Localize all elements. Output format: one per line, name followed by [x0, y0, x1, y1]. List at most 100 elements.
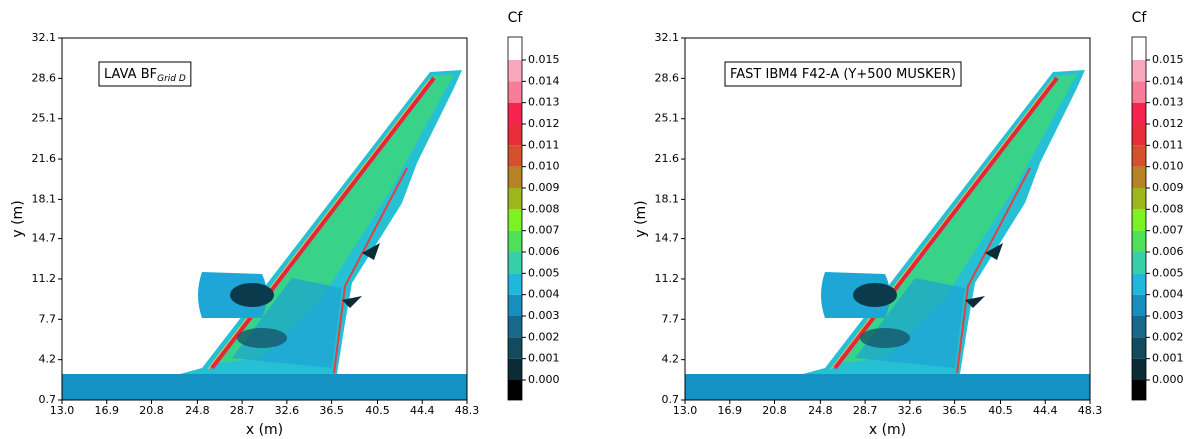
- colorbar-tick-label: 0.010: [1152, 160, 1184, 173]
- x-tick-label: 44.4: [410, 404, 435, 417]
- colorbar-band: [508, 358, 522, 380]
- colorbar-tick-label: 0.002: [1152, 330, 1184, 343]
- colorbar-tick-label: 0.003: [1152, 309, 1184, 322]
- colorbar-tick-label: 0.005: [528, 266, 560, 279]
- y-tick-label: 25.1: [655, 112, 680, 125]
- annotation-text: FAST IBM4 F42-A (Y+500 MUSKER): [730, 67, 956, 82]
- x-tick-label: 40.5: [988, 404, 1013, 417]
- colorbar-tick-label: 0.015: [528, 53, 560, 66]
- colorbar-tick-label: 0.009: [1152, 181, 1184, 194]
- x-tick-label: 20.8: [762, 404, 787, 417]
- colorbar-tick-label: 0.008: [528, 202, 560, 215]
- y-tick-label: 32.1: [655, 31, 680, 44]
- y-tick-label: 14.7: [32, 232, 57, 245]
- colorbar-tick-label: 0.000: [1152, 373, 1184, 386]
- x-tick-label: 24.8: [808, 404, 833, 417]
- y-tick-label: 18.1: [32, 192, 57, 205]
- colorbar-band: [1132, 358, 1146, 380]
- colorbar-tick-label: 0.006: [1152, 245, 1184, 258]
- colorbar-band: [508, 81, 522, 103]
- colorbar-band: [508, 37, 522, 60]
- x-tick-label: 32.6: [898, 404, 923, 417]
- colorbar-tick-label: 0.014: [1152, 74, 1184, 87]
- colorbar-band: [508, 380, 522, 400]
- colorbar-band: [508, 209, 522, 231]
- colorbar-tick-label: 0.007: [1152, 224, 1184, 237]
- x-axis-label: x (m): [869, 422, 906, 438]
- colorbar-band: [1132, 273, 1146, 295]
- colorbar-tick-label: 0.002: [528, 330, 560, 343]
- y-tick-label: 4.2: [662, 353, 680, 366]
- x-tick-label: 13.0: [50, 404, 75, 417]
- colorbar-band: [1132, 230, 1146, 252]
- colorbar-band: [508, 188, 522, 210]
- colorbar-tick-label: 0.004: [1152, 288, 1184, 301]
- colorbar-band: [1132, 380, 1146, 400]
- colorbar-band: [508, 337, 522, 359]
- colorbar-band: [508, 124, 522, 146]
- colorbar-band: [1132, 337, 1146, 359]
- colorbar-band: [1132, 60, 1146, 82]
- colorbar-band: [508, 294, 522, 316]
- colorbar-band: [508, 252, 522, 274]
- plot-frame: [61, 37, 468, 401]
- y-tick-label: 7.7: [39, 312, 57, 325]
- x-tick-label: 24.8: [185, 404, 210, 417]
- plot-frame: [684, 37, 1091, 401]
- x-tick-label: 48.3: [455, 404, 480, 417]
- y-tick-label: 7.7: [662, 312, 680, 325]
- x-tick-label: 28.7: [853, 404, 878, 417]
- colorbar-band: [508, 166, 522, 188]
- colorbar-tick-label: 0.003: [528, 309, 560, 322]
- colorbar-band: [1132, 124, 1146, 146]
- colorbar-band: [508, 230, 522, 252]
- colorbar-band: [1132, 145, 1146, 167]
- colorbar-tick-label: 0.009: [528, 181, 560, 194]
- colorbar-tick-label: 0.014: [528, 74, 560, 87]
- colorbar-tick-label: 0.005: [1152, 266, 1184, 279]
- colorbar-tick-label: 0.001: [528, 352, 560, 365]
- annotation-box: [724, 61, 962, 87]
- colorbar-tick-label: 0.004: [528, 288, 560, 301]
- colorbar-band: [1132, 102, 1146, 124]
- colorbar-band: [1132, 294, 1146, 316]
- y-tick-label: 21.6: [655, 152, 680, 165]
- x-tick-label: 32.6: [275, 404, 300, 417]
- x-tick-label: 36.5: [319, 404, 344, 417]
- annotation: LAVA BFGrid D: [104, 67, 186, 84]
- y-tick-label: 32.1: [32, 31, 57, 44]
- colorbar-tick-label: 0.011: [1152, 138, 1184, 151]
- colorbar-band: [1132, 81, 1146, 103]
- colorbar-band: [1132, 209, 1146, 231]
- y-tick-label: 18.1: [655, 192, 680, 205]
- colorbar-tick-label: 0.000: [528, 373, 560, 386]
- x-tick-label: 48.3: [1078, 404, 1103, 417]
- colorbar-tick-label: 0.015: [1152, 53, 1184, 66]
- y-tick-label: 28.6: [32, 71, 57, 84]
- colorbar-title: Cf: [508, 10, 524, 26]
- y-tick-label: 11.2: [655, 272, 680, 285]
- colorbar-band: [508, 316, 522, 338]
- y-tick-label: 0.7: [39, 393, 57, 406]
- colorbar-band: [508, 60, 522, 82]
- colorbar-band: [1132, 188, 1146, 210]
- colorbar-tick-label: 0.001: [1152, 352, 1184, 365]
- colorbar-tick-label: 0.013: [1152, 96, 1184, 109]
- y-tick-label: 11.2: [32, 272, 57, 285]
- colorbar-tick-label: 0.012: [1152, 117, 1184, 130]
- x-tick-label: 40.5: [365, 404, 390, 417]
- colorbar-band: [1132, 166, 1146, 188]
- colorbar-tick-label: 0.010: [528, 160, 560, 173]
- x-tick-label: 20.8: [139, 404, 164, 417]
- y-tick-label: 4.2: [39, 353, 57, 366]
- colorbar-frame: [1131, 36, 1147, 401]
- colorbar-tick-label: 0.007: [528, 224, 560, 237]
- colorbar-tick-label: 0.008: [1152, 202, 1184, 215]
- colorbar-band: [1132, 316, 1146, 338]
- colorbar-tick-label: 0.006: [528, 245, 560, 258]
- y-tick-label: 21.6: [32, 152, 57, 165]
- x-tick-label: 44.4: [1033, 404, 1058, 417]
- x-tick-label: 36.5: [942, 404, 967, 417]
- colorbar-tick-label: 0.013: [528, 96, 560, 109]
